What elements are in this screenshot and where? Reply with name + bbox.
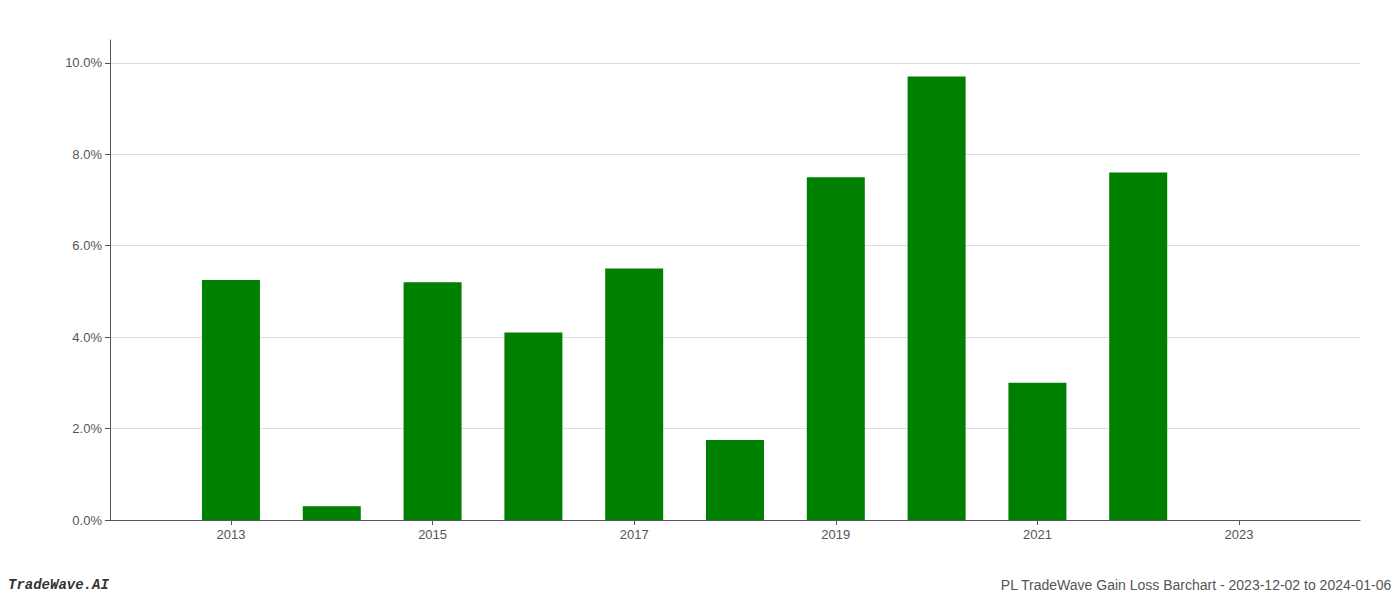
svg-text:TradeWave.AI: TradeWave.AI [8, 577, 109, 593]
svg-text:2017: 2017 [620, 527, 649, 542]
svg-text:4.0%: 4.0% [72, 330, 102, 345]
svg-text:PL TradeWave Gain Loss Barchar: PL TradeWave Gain Loss Barchart - 2023-1… [1001, 577, 1392, 593]
svg-text:8.0%: 8.0% [72, 147, 102, 162]
svg-text:10.0%: 10.0% [65, 55, 102, 70]
svg-text:6.0%: 6.0% [72, 238, 102, 253]
svg-text:2015: 2015 [418, 527, 447, 542]
svg-text:2019: 2019 [821, 527, 850, 542]
svg-text:2.0%: 2.0% [72, 421, 102, 436]
svg-text:0.0%: 0.0% [72, 513, 102, 528]
svg-text:2021: 2021 [1023, 527, 1052, 542]
svg-text:2023: 2023 [1225, 527, 1254, 542]
svg-text:2013: 2013 [217, 527, 246, 542]
